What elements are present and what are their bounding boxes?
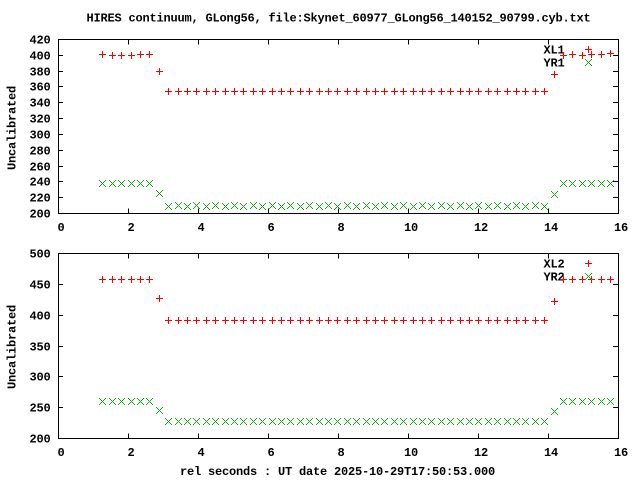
svg-text:420: 420: [29, 33, 50, 47]
svg-text:10: 10: [404, 221, 418, 235]
svg-text:220: 220: [29, 191, 50, 205]
svg-text:6: 6: [267, 446, 274, 460]
svg-text:200: 200: [29, 207, 50, 221]
svg-text:16: 16: [614, 446, 628, 460]
svg-text:YR2: YR2: [543, 271, 564, 285]
svg-text:400: 400: [29, 309, 50, 323]
svg-text:8: 8: [337, 446, 344, 460]
svg-text:450: 450: [29, 278, 50, 292]
svg-text:380: 380: [29, 65, 50, 79]
svg-text:8: 8: [337, 221, 344, 235]
svg-text:rel seconds : UT date 2025-10-: rel seconds : UT date 2025-10-29T17:50:5…: [180, 465, 495, 479]
svg-text:14: 14: [544, 221, 558, 235]
svg-text:XL1: XL1: [543, 44, 564, 58]
svg-text:4: 4: [197, 221, 204, 235]
svg-text:2: 2: [127, 221, 134, 235]
svg-text:2: 2: [127, 446, 134, 460]
svg-text:500: 500: [29, 247, 50, 261]
svg-text:320: 320: [29, 112, 50, 126]
svg-text:Uncalibrated: Uncalibrated: [6, 86, 20, 170]
svg-text:4: 4: [197, 446, 204, 460]
svg-text:300: 300: [29, 370, 50, 384]
svg-text:350: 350: [29, 340, 50, 354]
svg-text:300: 300: [29, 128, 50, 142]
svg-text:340: 340: [29, 96, 50, 110]
svg-text:Uncalibrated: Uncalibrated: [6, 305, 20, 389]
svg-text:250: 250: [29, 401, 50, 415]
svg-text:12: 12: [474, 221, 488, 235]
svg-text:360: 360: [29, 80, 50, 94]
svg-text:14: 14: [544, 446, 558, 460]
svg-text:6: 6: [267, 221, 274, 235]
svg-text:400: 400: [29, 49, 50, 63]
svg-text:XL2: XL2: [543, 258, 564, 272]
svg-text:HIRES continuum, GLong56, file: HIRES continuum, GLong56, file:Skynet_60…: [86, 12, 590, 26]
svg-text:0: 0: [57, 446, 64, 460]
svg-text:10: 10: [404, 446, 418, 460]
svg-text:240: 240: [29, 175, 50, 189]
svg-text:260: 260: [29, 160, 50, 174]
svg-text:0: 0: [57, 221, 64, 235]
svg-text:200: 200: [29, 432, 50, 446]
svg-text:16: 16: [614, 221, 628, 235]
svg-text:12: 12: [474, 446, 488, 460]
svg-text:YR1: YR1: [543, 57, 564, 71]
svg-text:280: 280: [29, 144, 50, 158]
